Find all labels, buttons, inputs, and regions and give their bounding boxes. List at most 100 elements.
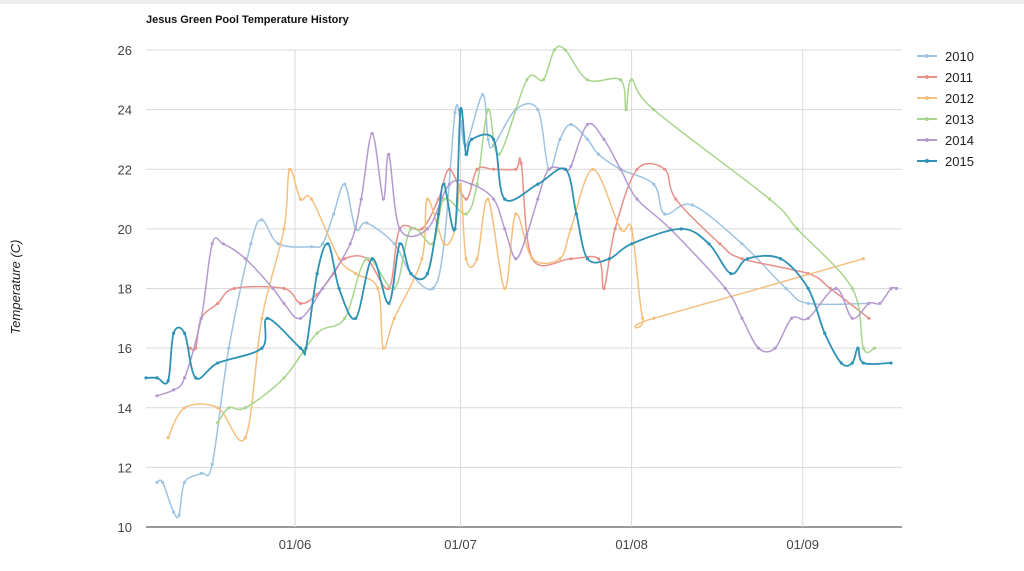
- data-point: [585, 137, 590, 141]
- series-line: [189, 157, 870, 352]
- data-point: [740, 316, 744, 320]
- data-point: [409, 227, 413, 231]
- legend-entry-2012[interactable]: 2012: [917, 91, 974, 106]
- data-point: [624, 108, 628, 112]
- data-point: [486, 137, 490, 141]
- data-point: [309, 197, 314, 201]
- data-point: [425, 227, 429, 231]
- data-point: [199, 471, 203, 475]
- data-point: [354, 316, 358, 320]
- data-point: [166, 379, 170, 383]
- legend-entry-2010[interactable]: 2010: [917, 49, 974, 64]
- data-point: [464, 212, 468, 216]
- data-point: [271, 286, 275, 291]
- data-point: [298, 316, 303, 320]
- data-point: [795, 227, 799, 231]
- legend-entry-2013[interactable]: 2013: [917, 112, 974, 127]
- legend-label: 2011: [945, 70, 973, 85]
- y-tick-label: 10: [118, 520, 132, 535]
- data-point: [249, 242, 253, 246]
- data-point: [867, 316, 871, 320]
- data-point: [155, 480, 159, 484]
- legend-marker: [925, 117, 929, 121]
- data-point: [155, 376, 159, 380]
- data-point: [282, 301, 286, 305]
- data-point: [635, 167, 639, 171]
- data-point: [365, 257, 369, 261]
- legend-entry-2014[interactable]: 2014: [917, 133, 974, 148]
- data-point: [591, 167, 595, 171]
- data-point: [370, 131, 374, 136]
- data-point: [530, 257, 534, 261]
- data-point: [194, 376, 198, 380]
- x-tick-label: 01/06: [279, 537, 312, 552]
- data-point: [458, 108, 463, 112]
- legend-label: 2014: [945, 133, 974, 148]
- legend-label: 2013: [945, 112, 974, 127]
- series-lines: [144, 45, 899, 519]
- series-2013: [216, 45, 877, 425]
- data-point: [348, 242, 352, 246]
- data-point: [607, 257, 612, 261]
- legend-entry-2015[interactable]: 2015: [917, 154, 974, 169]
- data-point: [210, 462, 214, 466]
- data-point: [447, 167, 452, 171]
- data-point: [563, 167, 568, 171]
- data-point: [188, 346, 192, 350]
- data-point: [243, 257, 247, 261]
- data-point: [464, 197, 468, 201]
- data-point: [486, 197, 490, 201]
- data-point: [420, 257, 424, 261]
- data-point: [514, 257, 518, 261]
- axes: 10 12 14 16 18 20 22 24 26 01/06 01/07 01/08 01/09: [118, 43, 819, 552]
- data-point: [492, 167, 496, 171]
- data-point: [144, 376, 148, 380]
- data-point: [889, 361, 893, 365]
- data-point: [652, 108, 656, 112]
- data-point: [619, 167, 623, 171]
- data-point: [585, 122, 590, 127]
- series-line: [167, 168, 864, 442]
- data-point: [183, 480, 187, 484]
- data-point: [602, 137, 606, 141]
- data-point: [663, 212, 667, 216]
- data-point: [309, 245, 314, 249]
- data-point: [525, 78, 529, 82]
- y-tick-label: 24: [118, 103, 132, 118]
- series-line: [217, 45, 875, 424]
- data-point: [652, 182, 656, 186]
- data-point: [574, 212, 579, 216]
- y-tick-label: 22: [118, 162, 132, 177]
- data-point: [172, 510, 176, 514]
- data-point: [243, 436, 247, 440]
- legend-entry-2011[interactable]: 2011: [917, 70, 973, 85]
- data-point: [894, 286, 899, 291]
- data-point: [850, 361, 854, 365]
- data-point: [343, 182, 347, 186]
- data-point: [718, 242, 722, 246]
- data-point: [834, 286, 838, 291]
- data-point: [729, 272, 733, 276]
- data-point: [166, 436, 170, 440]
- data-point: [287, 167, 292, 171]
- data-point: [569, 257, 573, 261]
- data-point: [227, 346, 231, 350]
- data-point: [183, 331, 187, 335]
- data-point: [690, 203, 694, 207]
- data-point: [652, 316, 656, 320]
- data-point: [343, 316, 347, 320]
- data-point: [823, 331, 827, 335]
- data-point: [315, 331, 319, 335]
- data-point: [536, 182, 540, 186]
- data-point: [442, 242, 446, 246]
- data-point: [547, 167, 551, 171]
- data-point: [867, 301, 871, 305]
- data-point: [481, 93, 485, 97]
- data-point: [558, 137, 562, 141]
- data-point: [503, 286, 507, 291]
- y-tick-label: 12: [118, 460, 132, 475]
- legend-marker: [925, 96, 929, 100]
- data-point: [370, 257, 374, 261]
- data-point: [387, 301, 391, 305]
